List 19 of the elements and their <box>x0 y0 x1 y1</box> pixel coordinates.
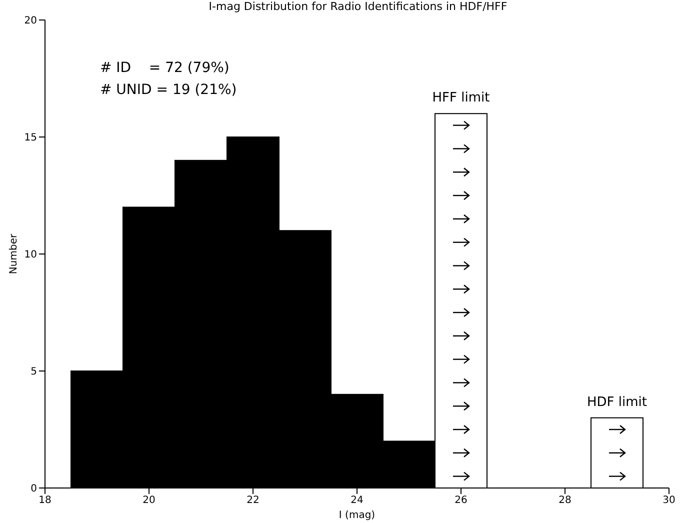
x-tick-label: 28 <box>558 495 572 506</box>
y-axis-title: Number <box>8 233 20 274</box>
x-tick-label: 22 <box>246 495 260 506</box>
x-tick-label: 24 <box>350 495 364 506</box>
annotation: HDF limit <box>587 394 647 410</box>
chart-title: I-mag Distribution for Radio Identifications in HDF/HFF <box>208 0 508 13</box>
x-tick-label: 26 <box>454 495 468 506</box>
x-tick-label: 20 <box>142 495 156 506</box>
y-tick-label: 0 <box>30 484 37 495</box>
x-tick-label: 18 <box>38 495 52 506</box>
annotation: HFF limit <box>432 90 490 106</box>
y-tick-label: 5 <box>30 366 37 378</box>
y-tick-label: 20 <box>24 16 37 27</box>
x-tick-label: 30 <box>662 495 676 506</box>
y-tick-label: 10 <box>24 250 37 261</box>
x-axis-title: I (mag) <box>338 510 376 521</box>
annotation: # UNID = 19 (21%) <box>100 82 237 98</box>
y-tick-label: 15 <box>24 132 37 144</box>
annotation: # ID = 72 (79%) <box>100 60 230 76</box>
